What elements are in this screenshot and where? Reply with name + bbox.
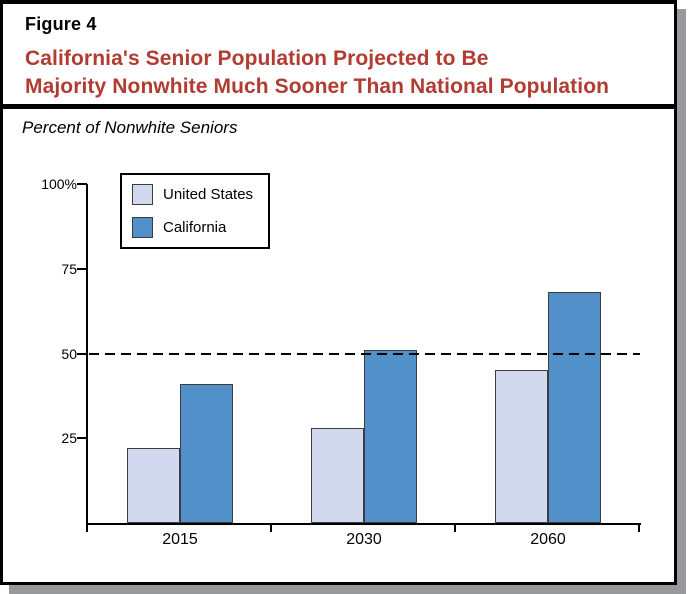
fifty-percent-reference-line — [89, 352, 640, 355]
x-axis-tick-0 — [86, 525, 88, 532]
figure-title: California's Senior Population Projected… — [25, 45, 609, 101]
y-axis-label-25: 25 — [61, 430, 77, 447]
legend-label-california: California — [163, 219, 227, 236]
y-axis-tick-50 — [77, 352, 87, 355]
bar-california-2060 — [548, 292, 601, 523]
x-axis-tick-1 — [270, 525, 272, 532]
bar-united-states-2030 — [311, 428, 364, 523]
y-axis-tick-75 — [77, 267, 87, 270]
x-axis-line — [86, 523, 641, 525]
grouped-bar-chart: United States California 100% 75 50 25 2015 2… — [3, 4, 674, 582]
figure-frame: Figure 4 California's Senior Population … — [0, 0, 677, 585]
bar-united-states-2015 — [127, 448, 180, 523]
legend-swatch-united-states — [132, 184, 153, 205]
y-axis-label-100: 100% — [41, 176, 77, 192]
legend-swatch-california — [132, 217, 153, 238]
title-divider-rule — [3, 104, 674, 109]
legend-item-united-states: United States — [132, 184, 253, 205]
figure-title-line-2: Majority Nonwhite Much Sooner Than Natio… — [25, 75, 610, 98]
x-axis-category-2060: 2060 — [530, 531, 566, 548]
legend-item-california: California — [132, 217, 226, 238]
bar-california-2015 — [180, 384, 233, 523]
bar-united-states-2060 — [495, 370, 548, 523]
figure-number-label: Figure 4 — [25, 14, 97, 34]
y-axis-tick-100 — [77, 183, 87, 185]
x-axis-tick-2 — [454, 525, 456, 532]
x-axis-category-2015: 2015 — [162, 531, 198, 548]
y-axis-label-75: 75 — [61, 260, 77, 277]
figure-title-line-1: California's Senior Population Projected… — [25, 47, 489, 70]
y-axis-line — [86, 184, 88, 525]
chart-legend: United States California — [120, 173, 270, 249]
x-axis-category-2030: 2030 — [346, 531, 382, 548]
axis-units-subtitle: Percent of Nonwhite Seniors — [22, 118, 238, 137]
x-axis-tick-3 — [638, 525, 640, 532]
y-axis-label-50: 50 — [61, 345, 77, 362]
legend-label-united-states: United States — [163, 186, 254, 203]
bar-california-2030 — [364, 350, 417, 523]
y-axis-tick-25 — [77, 437, 87, 440]
